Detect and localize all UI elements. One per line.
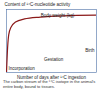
svg-text:Body weight (kg): Body weight (kg) (41, 13, 75, 18)
svg-text:Content of ¹⁴C-nucleotide acti: Content of ¹⁴C-nucleotide activity (5, 2, 71, 7)
svg-text:Number of days after ¹⁴C inges: Number of days after ¹⁴C ingestion (17, 75, 87, 80)
svg-text:Incorporation: Incorporation (9, 66, 36, 71)
svg-text:Gestation: Gestation (44, 57, 64, 62)
svg-text:Birth: Birth (85, 48, 95, 53)
html-text:The carbon stream of the ¹⁴C i: The carbon stream of the ¹⁴C isotope in … (3, 79, 96, 89)
